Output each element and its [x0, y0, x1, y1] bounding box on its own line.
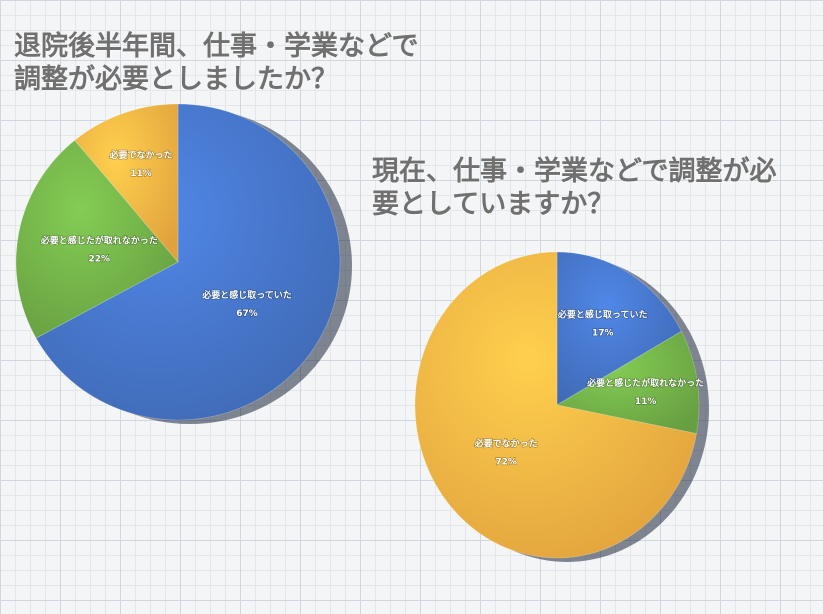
chart2-slice-3-label: 必要でなかった [474, 437, 538, 449]
chart1-slice-3-value: 11% [130, 169, 152, 179]
chart2-slice-3 [414, 251, 697, 559]
pie-chart-current: 必要と感じ取っていた 17% 必要と感じたが取れなかった 11% 必要でなかった 72% [414, 251, 709, 562]
pie-chart-after-discharge: 必要と感じ取っていた 67% 必要と感じたが取れなかった 22% 必要でなかった 11% [15, 103, 352, 424]
chart2-slice-1-label: 必要と感じ取っていた [557, 309, 648, 321]
chart-2-title-line-1: 現在、仕事・学業などで調整が必 [372, 156, 777, 187]
chart1-slice-1 [35, 103, 341, 421]
chart1-slice-1-label: 必要と感じ取っていた [201, 289, 292, 301]
chart1-slice-2-value: 22% [88, 254, 110, 264]
chart1-slice-3-label: 必要でなかった [109, 149, 173, 161]
chart-1-title-line-1: 退院後半年間、仕事・学業などで [14, 31, 419, 62]
chart2-slice-3-value: 72% [495, 457, 517, 467]
chart-2-title: 現在、仕事・学業などで調整が必 要としていますか？ [372, 155, 817, 221]
chart1-slice-2-label: 必要と感じたが取れなかった [40, 234, 158, 246]
chart2-slice-2 [555, 330, 700, 435]
chart2-slice-1-value: 17% [592, 329, 614, 339]
chart1-slice-2 [15, 139, 179, 339]
chart2-slice-2-value: 11% [635, 397, 657, 407]
chart-2-title-line-2: 要としていますか？ [372, 189, 615, 220]
chart2-slice-2-label: 必要と感じたが取れなかった [586, 377, 704, 389]
chart1-slice-1-value: 67% [236, 309, 258, 319]
chart-1-title: 退院後半年間、仕事・学業などで 調整が必要としましたか？ [14, 30, 454, 96]
chart2-slice-1 [556, 251, 682, 406]
chart-1-title-line-2: 調整が必要としましたか？ [14, 64, 338, 95]
chart1-slice-3 [74, 103, 179, 264]
